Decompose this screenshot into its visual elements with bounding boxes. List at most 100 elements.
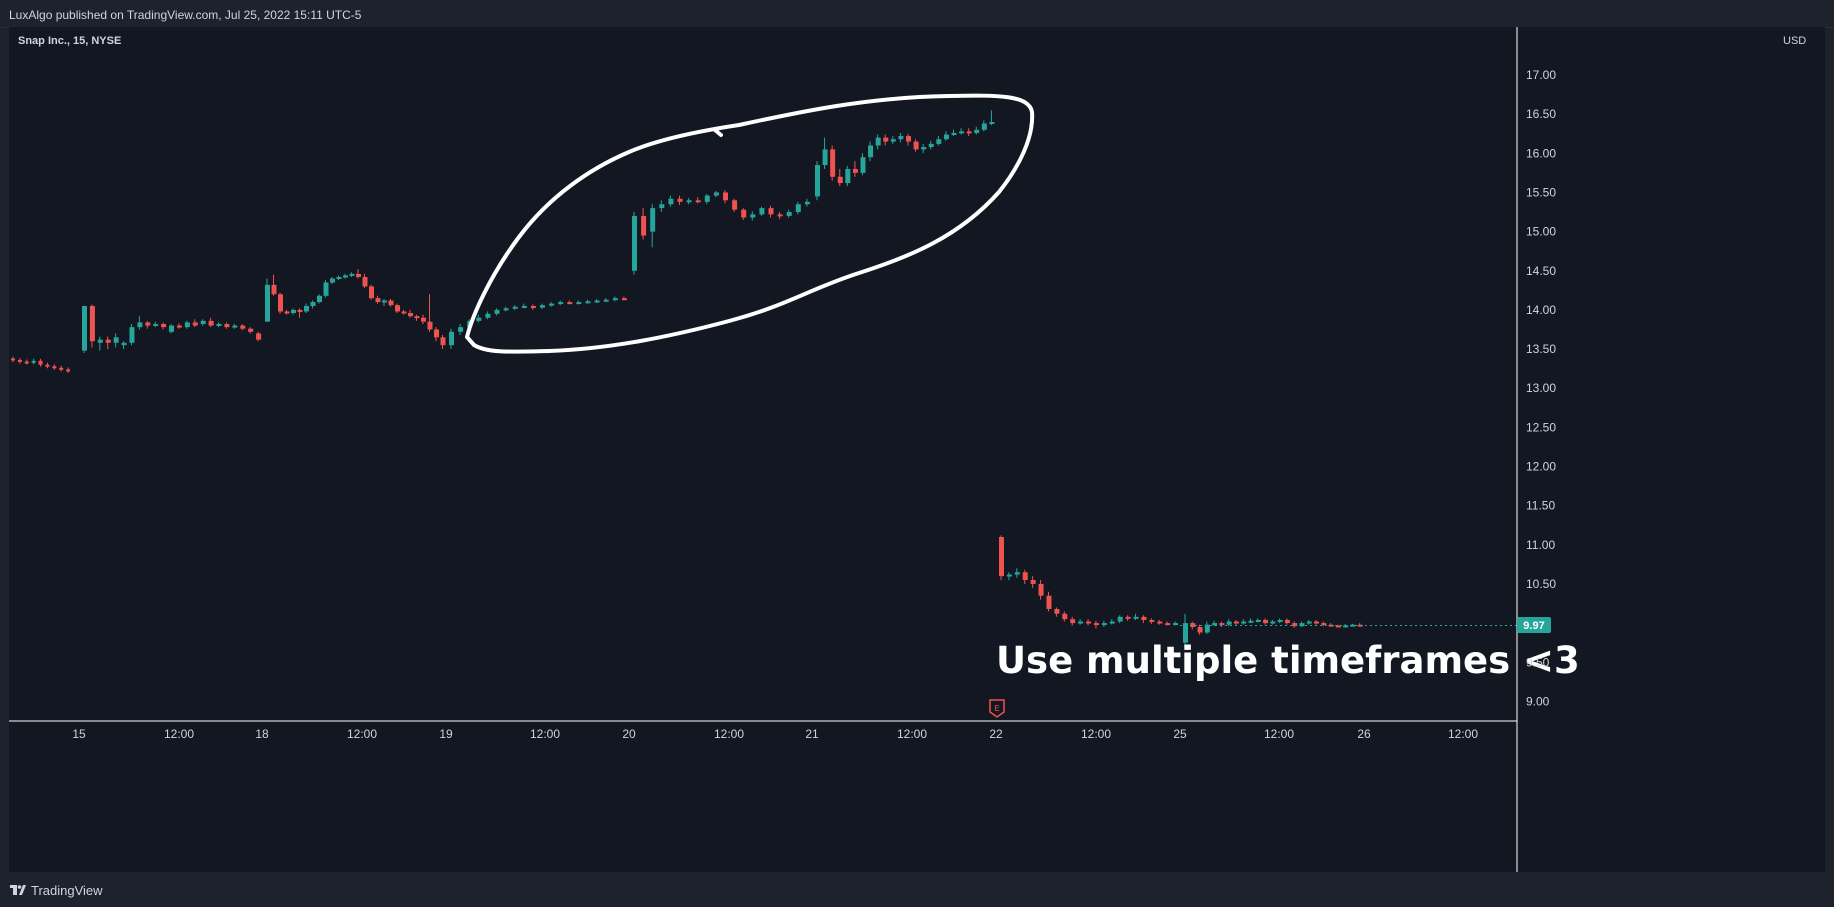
candle (1219, 623, 1225, 626)
earnings-marker[interactable]: E (989, 699, 1005, 718)
candle (388, 300, 394, 306)
candle (1343, 625, 1349, 628)
candle (966, 131, 972, 134)
candle (121, 342, 127, 346)
candle (1197, 627, 1203, 633)
candle (860, 157, 866, 173)
candle (1157, 621, 1163, 624)
publish-header: LuxAlgo published on TradingView.com, Ju… (0, 0, 1834, 28)
candle (845, 168, 851, 184)
candle (1101, 623, 1107, 626)
candle (1204, 624, 1210, 633)
candle (97, 339, 103, 343)
time-axis[interactable]: 15 12:00 18 12:00 19 12:00 20 12:00 21 12:00 22 12:… (72, 727, 1478, 741)
candle (1350, 624, 1356, 627)
candle (1086, 621, 1092, 624)
candle (1070, 619, 1076, 624)
candle (330, 278, 335, 283)
candle (868, 145, 874, 158)
candle (959, 131, 965, 134)
candle (1173, 623, 1179, 626)
time-tick-label: 12:00 (347, 727, 377, 741)
candle (928, 143, 934, 148)
candle (153, 323, 159, 326)
candle (11, 358, 15, 361)
price-tick-label: 13.50 (1526, 342, 1556, 356)
candle (723, 192, 728, 201)
candle (786, 212, 792, 216)
candle (169, 325, 175, 332)
candle (677, 198, 683, 202)
candle (31, 360, 36, 363)
candles-layer (11, 110, 1517, 649)
candle (594, 300, 600, 303)
price-tick-label: 15.50 (1526, 185, 1556, 199)
candle (184, 322, 190, 328)
candle (256, 333, 262, 340)
candle (414, 316, 420, 319)
candle (82, 305, 87, 351)
candle (1046, 595, 1052, 610)
candle (1006, 574, 1012, 577)
candle (336, 277, 342, 280)
candle (759, 208, 765, 215)
candle (45, 364, 50, 367)
candle (906, 136, 911, 142)
candle (1078, 621, 1084, 624)
candle (713, 192, 719, 196)
earnings-badge[interactable] (989, 699, 1005, 718)
candle (176, 325, 182, 328)
candle (641, 215, 647, 236)
price-axis[interactable]: 17.00 16.50 16.00 15.50 15.00 14.50 14.00 13.50… (1526, 68, 1556, 708)
candle (1149, 619, 1155, 622)
candle (317, 295, 322, 303)
publish-line: LuxAlgo published on TradingView.com, Ju… (9, 8, 362, 22)
candle (695, 200, 701, 203)
candle (974, 129, 980, 133)
candle (1277, 619, 1283, 622)
candle (310, 302, 316, 306)
candle (612, 298, 618, 301)
candle (981, 123, 987, 130)
candle (521, 305, 527, 308)
time-tick-label: 12:00 (1081, 727, 1111, 741)
candle (1263, 619, 1269, 624)
candle (567, 302, 573, 305)
candle (1270, 621, 1276, 624)
tradingview-logo[interactable]: TradingView (10, 882, 103, 898)
candle (503, 308, 509, 311)
candle (1022, 572, 1028, 581)
candle (401, 311, 407, 314)
candle (795, 204, 801, 213)
price-tick-label: 14.00 (1526, 303, 1556, 317)
price-tick-label: 11.00 (1526, 538, 1555, 552)
candle (1248, 620, 1254, 623)
candle (304, 305, 309, 312)
time-tick-label: 12:00 (1448, 727, 1478, 741)
candle (17, 360, 22, 363)
candle (1109, 621, 1115, 624)
candle (375, 298, 381, 303)
price-chart[interactable]: E Use multiple timeframes <3 17.0016.501… (9, 27, 1825, 872)
candle (216, 323, 222, 326)
candle (540, 305, 545, 308)
candle (284, 311, 290, 314)
candle (1038, 583, 1044, 596)
candle (1190, 623, 1196, 628)
candle (113, 337, 119, 343)
price-tick-label: 12.50 (1526, 420, 1556, 434)
price-tick-label: 15.00 (1526, 225, 1556, 239)
candle (989, 121, 995, 124)
chart-pane[interactable]: E Use multiple timeframes <3 17.00 16.50 1… (9, 27, 1825, 872)
candle (1241, 621, 1247, 624)
candle (265, 284, 270, 322)
price-tick-label: 14.50 (1526, 264, 1556, 278)
candle (650, 208, 656, 232)
candle (200, 320, 206, 324)
candle (24, 361, 29, 364)
time-tick-label: 12:00 (164, 727, 194, 741)
candle (1141, 616, 1147, 620)
time-tick-label: 18 (255, 727, 269, 741)
candle (382, 300, 387, 303)
candle (732, 200, 738, 210)
